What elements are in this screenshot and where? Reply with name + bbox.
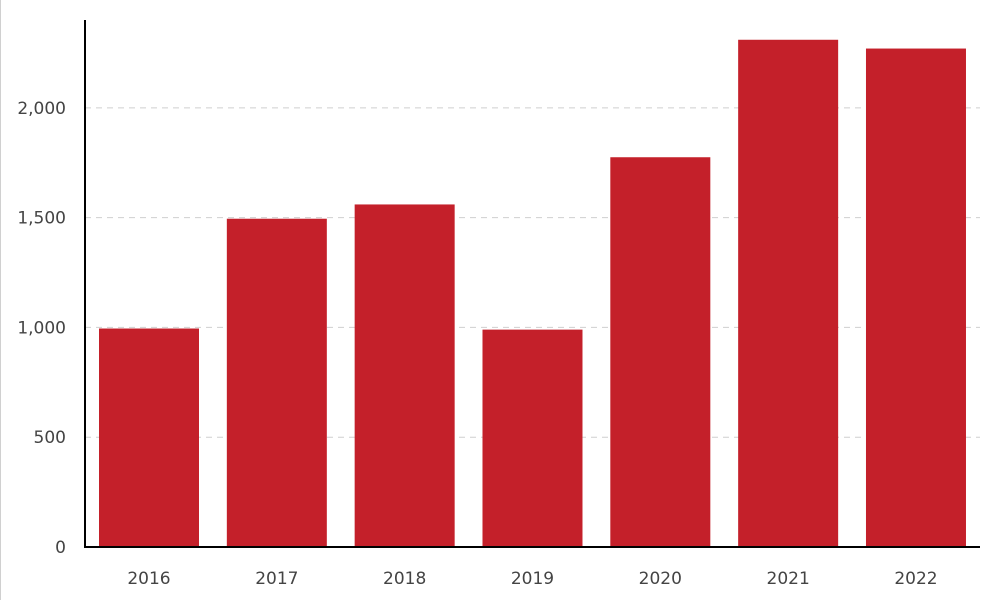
y-tick-labels: 0 500 1,000 1,500 2,000 — [17, 99, 66, 558]
bar — [482, 329, 583, 547]
bars — [99, 39, 966, 548]
y-tick-label: 500 — [34, 428, 66, 448]
x-tick-label: 2021 — [767, 569, 810, 589]
y-tick-label: 0 — [55, 538, 66, 558]
bar — [354, 204, 455, 547]
bar — [865, 48, 966, 547]
bar — [226, 218, 327, 548]
x-tick-label: 2018 — [383, 569, 426, 589]
x-tick-label: 2020 — [639, 569, 682, 589]
x-tick-label: 2019 — [511, 569, 554, 589]
x-tick-label: 2022 — [894, 569, 937, 589]
bar — [738, 39, 839, 547]
y-tick-label: 1,000 — [17, 318, 66, 338]
y-tick-label: 1,500 — [17, 209, 66, 229]
x-tick-label: 2016 — [127, 569, 170, 589]
axes — [84, 20, 980, 548]
bar — [99, 328, 199, 547]
x-tick-labels: 2016 2017 2018 2019 2020 2021 2022 — [127, 569, 937, 589]
y-tick-label: 2,000 — [17, 99, 66, 119]
x-tick-label: 2017 — [255, 569, 298, 589]
bar — [610, 157, 711, 548]
